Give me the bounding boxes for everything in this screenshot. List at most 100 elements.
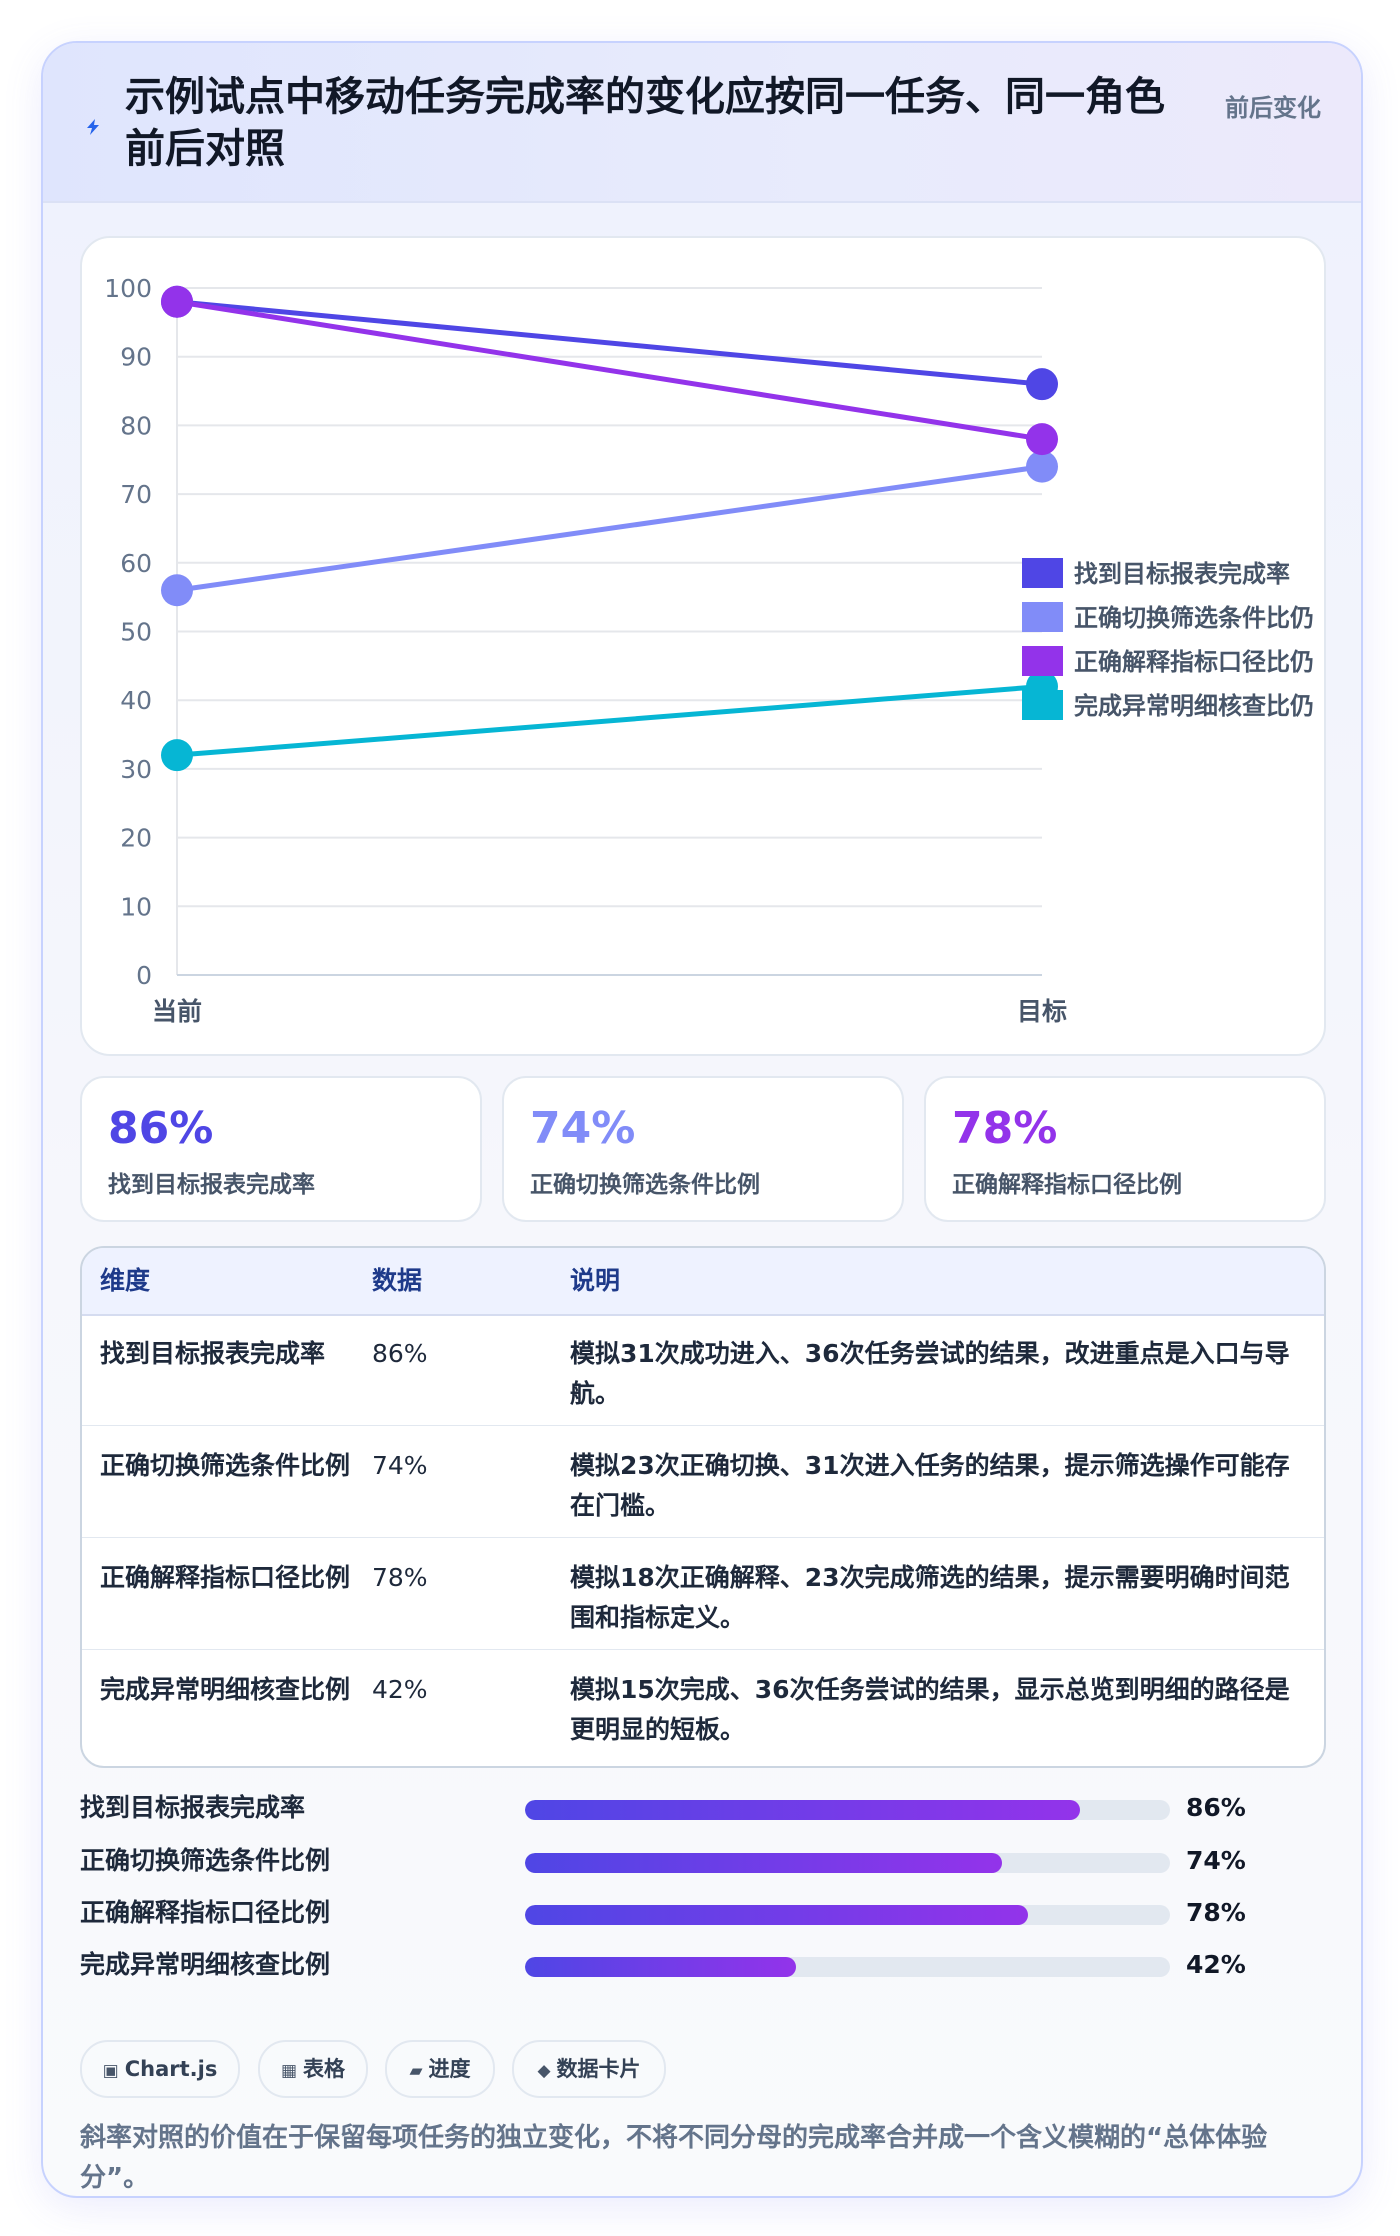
y-tick-label: 10: [120, 892, 152, 921]
data-point: [1026, 450, 1058, 483]
chip-label: Chart.js: [124, 2057, 218, 2081]
progress-fill: [525, 1957, 796, 1977]
data-point: [161, 285, 193, 318]
progress-icon: ▰: [409, 2061, 423, 2081]
progress-label: 正确切换筛选条件比例: [80, 1846, 331, 1875]
slope-chart: 0 10 20 30 40 50 60 70 80 90 100 当前 目标 找到目标报表完成率 正确切换筛…: [80, 236, 1326, 1056]
y-tick-label: 40: [120, 686, 152, 715]
kpi-label: 正确切换筛选条件比例: [530, 1172, 760, 1198]
diamond-icon: ◆: [537, 2061, 551, 2081]
data-point: [1026, 368, 1058, 401]
progress-row: 找到目标报表完成率 86%: [80, 1788, 1322, 1828]
tag-chips: ▣ Chart.js ▦ 表格 ▰ 进度 ◆ 数据卡片: [80, 2040, 1322, 2098]
series-line: [174, 683, 1045, 758]
cell-dimension: 找到目标报表完成率: [100, 1339, 326, 1368]
legend-label: 找到目标报表完成率: [1074, 560, 1290, 588]
chip-label: 进度: [428, 2057, 471, 2081]
cell-data: 42%: [372, 1675, 428, 1704]
progress-list: 找到目标报表完成率 86% 正确切换筛选条件比例 74% 正确解释指标口径比例 …: [80, 1788, 1322, 1998]
progress-label: 正确解释指标口径比例: [80, 1898, 331, 1927]
y-tick-label: 0: [136, 961, 152, 990]
chip-data-cards[interactable]: ◆ 数据卡片: [512, 2040, 666, 2098]
x-tick-label: 当前: [152, 997, 202, 1026]
data-point: [161, 739, 193, 772]
series-line: [174, 464, 1045, 593]
progress-row: 正确切换筛选条件比例 74%: [80, 1841, 1322, 1881]
cell-data: 78%: [372, 1563, 428, 1592]
kpi-value: 86%: [108, 1103, 214, 1154]
kpi-card: 78% 正确解释指标口径比例: [924, 1076, 1326, 1222]
y-tick-label: 90: [120, 343, 152, 372]
progress-track: [525, 1853, 1170, 1873]
cell-note: 模拟15次完成、36次任务尝试的结果，显示总览到明细的路径是更明显的短板。: [570, 1675, 1290, 1744]
data-point: [161, 574, 193, 607]
chart-svg: 0 10 20 30 40 50 60 70 80 90 100 当前 目标 找到目标报表完成率正确切换筛…: [104, 274, 1314, 1026]
progress-label: 找到目标报表完成率: [80, 1793, 306, 1822]
y-tick-label: 20: [120, 824, 152, 853]
chip-chartjs[interactable]: ▣ Chart.js: [80, 2040, 240, 2098]
card-header: 示例试点中移动任务完成率的变化应按同一任务、同一角色前后对照 前后变化: [43, 43, 1361, 203]
y-tick-label: 70: [120, 480, 152, 509]
legend-swatch: [1022, 690, 1063, 720]
kpi-card: 74% 正确切换筛选条件比例: [502, 1076, 904, 1222]
legend-label: 正确切换筛选条件比仍: [1074, 604, 1314, 632]
cell-dimension: 正确切换筛选条件比例: [100, 1451, 351, 1480]
kpi-label: 正确解释指标口径比例: [952, 1172, 1182, 1198]
cell-note: 模拟23次正确切换、31次进入任务的结果，提示筛选操作可能存在门槛。: [570, 1451, 1290, 1520]
progress-track: [525, 1905, 1170, 1925]
progress-value: 78%: [1186, 1898, 1246, 1927]
table-icon: ▦: [280, 2061, 298, 2081]
table-row: 正确切换筛选条件比例 74% 模拟23次正确切换、31次进入任务的结果，提示筛选…: [82, 1426, 1324, 1538]
cell-data: 74%: [372, 1451, 428, 1480]
x-tick-label: 目标: [1017, 997, 1067, 1026]
report-card: 示例试点中移动任务完成率的变化应按同一任务、同一角色前后对照 前后变化 0 10 2…: [41, 41, 1363, 2198]
series-line: [174, 299, 1045, 387]
y-tick-label: 60: [120, 549, 152, 578]
chip-label: 数据卡片: [556, 2057, 641, 2081]
kpi-label: 找到目标报表完成率: [108, 1172, 315, 1198]
y-tick-label: 80: [120, 411, 152, 440]
table-row: 找到目标报表完成率 86% 模拟31次成功进入、36次任务尝试的结果，改进重点是…: [82, 1314, 1324, 1426]
footnote: 斜率对照的价值在于保留每项任务的独立变化，不将不同分母的完成率合并成一个含义模糊…: [80, 2123, 1268, 2193]
chip-table[interactable]: ▦ 表格: [258, 2040, 368, 2098]
cell-note: 模拟18次正确解释、23次完成筛选的结果，提示需要明确时间范围和指标定义。: [570, 1563, 1290, 1632]
kpi-cards: 86% 找到目标报表完成率 74% 正确切换筛选条件比例 78% 正确解释指标口…: [80, 1076, 1326, 1222]
data-table: 维度 数据 说明 找到目标报表完成率 86% 模拟31次成功进入、36次任务尝试…: [80, 1246, 1326, 1768]
cell-dimension: 完成异常明细核查比例: [100, 1675, 351, 1704]
header-tag: 前后变化: [1225, 94, 1321, 122]
progress-value: 86%: [1186, 1793, 1246, 1822]
progress-fill: [525, 1853, 1003, 1873]
table-row: 正确解释指标口径比例 78% 模拟18次正确解释、23次完成筛选的结果，提示需要…: [82, 1538, 1324, 1650]
header-data: 数据: [372, 1266, 423, 1295]
progress-fill: [525, 1800, 1080, 1820]
kpi-card: 86% 找到目标报表完成率: [80, 1076, 482, 1222]
cell-dimension: 正确解释指标口径比例: [100, 1563, 351, 1592]
table-row: 完成异常明细核查比例 42% 模拟15次完成、36次任务尝试的结果，显示总览到明…: [82, 1650, 1324, 1761]
chart-icon: ▣: [102, 2061, 119, 2081]
kpi-value: 78%: [952, 1103, 1058, 1154]
progress-fill: [525, 1905, 1029, 1925]
legend-swatch: [1022, 558, 1063, 588]
series-line: [174, 299, 1045, 442]
kpi-value: 74%: [530, 1103, 636, 1154]
legend-swatch: [1022, 646, 1063, 676]
lightning-icon: [87, 119, 99, 135]
legend-label: 完成异常明细核查比仍: [1074, 692, 1314, 720]
progress-label: 完成异常明细核查比例: [80, 1950, 331, 1979]
progress-row: 正确解释指标口径比例 78%: [80, 1893, 1322, 1933]
y-tick-label: 100: [104, 274, 152, 303]
cell-data: 86%: [372, 1339, 428, 1368]
legend-swatch: [1022, 602, 1063, 632]
legend-label: 正确解释指标口径比仍: [1074, 648, 1314, 676]
cell-note: 模拟31次成功进入、36次任务尝试的结果，改进重点是入口与导航。: [570, 1339, 1290, 1408]
page-title: 示例试点中移动任务完成率的变化应按同一任务、同一角色前后对照: [125, 74, 1165, 172]
progress-track: [525, 1957, 1170, 1977]
progress-value: 42%: [1186, 1950, 1246, 1979]
progress-value: 74%: [1186, 1846, 1246, 1875]
header-note: 说明: [570, 1266, 621, 1295]
chip-label: 表格: [303, 2057, 346, 2081]
chip-progress[interactable]: ▰ 进度: [385, 2040, 495, 2098]
y-tick-label: 30: [120, 755, 152, 784]
y-tick-label: 50: [120, 618, 152, 647]
data-point: [1026, 423, 1058, 456]
